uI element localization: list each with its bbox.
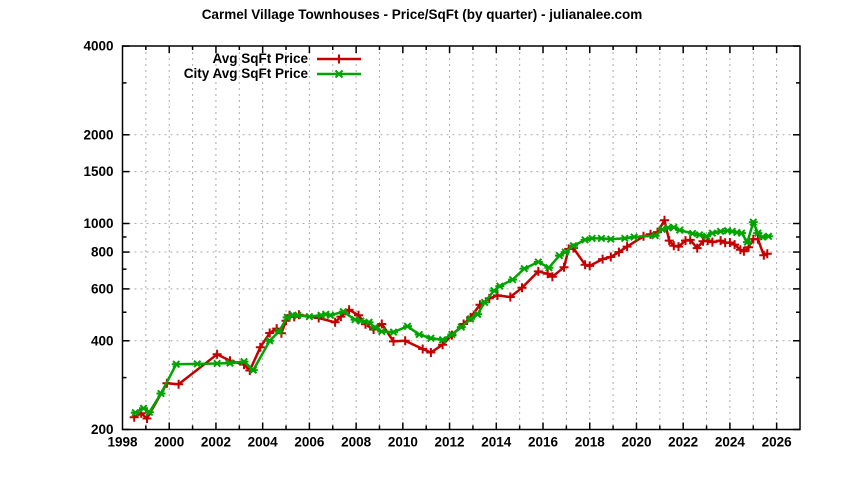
x-tick-label: 2014 bbox=[481, 435, 512, 450]
legend-sample-city-avg-sqft-price bbox=[316, 68, 362, 80]
chart-title: Carmel Village Townhouses - Price/SqFt (… bbox=[201, 7, 643, 22]
y-tick-label: 400 bbox=[91, 333, 114, 348]
x-tick-label: 2012 bbox=[435, 435, 465, 450]
y-tick-label: 200 bbox=[91, 422, 114, 437]
tick-labels: 200 400 600 800 1000 1500 2000 4000 1998 2000 2002… bbox=[83, 39, 792, 450]
x-tick-label: 2006 bbox=[294, 435, 325, 450]
x-tick-label: 2008 bbox=[341, 435, 372, 450]
y-tick-label: 1000 bbox=[83, 216, 113, 231]
x-tick-label: 2000 bbox=[154, 435, 184, 450]
avg-sqft-price-series bbox=[129, 215, 772, 423]
x-tick-label: 1998 bbox=[107, 435, 138, 450]
x-tick-label: 2010 bbox=[388, 435, 418, 450]
x-tick-label: 2026 bbox=[762, 435, 793, 450]
axes bbox=[121, 45, 801, 431]
y-tick-label: 600 bbox=[91, 281, 114, 296]
gridlines bbox=[122, 46, 800, 430]
legend-entry-avg-sqft-price: Avg SqFt Price bbox=[60, 51, 362, 66]
plus-markers bbox=[129, 215, 772, 423]
legend: Avg SqFt Price City Avg SqFt Price bbox=[60, 51, 362, 81]
legend-entry-city-avg-sqft-price: City Avg SqFt Price bbox=[60, 66, 362, 81]
y-tick-label: 2000 bbox=[83, 127, 113, 142]
y-tick-label: 4000 bbox=[83, 39, 113, 54]
green-asterisk-line-icon bbox=[317, 69, 361, 78]
x-tick-label: 2004 bbox=[248, 435, 279, 450]
x-tick-label: 2022 bbox=[668, 435, 698, 450]
x-tick-label: 2016 bbox=[528, 435, 559, 450]
x-tick-label: 2002 bbox=[201, 435, 231, 450]
x-tick-label: 2024 bbox=[715, 435, 746, 450]
x-tick-label: 2020 bbox=[621, 435, 651, 450]
legend-label-avg-sqft-price: Avg SqFt Price bbox=[212, 51, 308, 66]
x-tick-label: 2018 bbox=[575, 435, 606, 450]
y-tick-label: 800 bbox=[91, 245, 114, 260]
red-plus-line-icon bbox=[317, 54, 361, 63]
asterisk-markers bbox=[130, 218, 773, 417]
legend-label-city-avg-sqft-price: City Avg SqFt Price bbox=[183, 66, 308, 81]
city-avg-sqft-price-series bbox=[130, 218, 773, 417]
y-tick-label: 1500 bbox=[83, 164, 113, 179]
legend-sample-avg-sqft-price bbox=[316, 53, 362, 65]
